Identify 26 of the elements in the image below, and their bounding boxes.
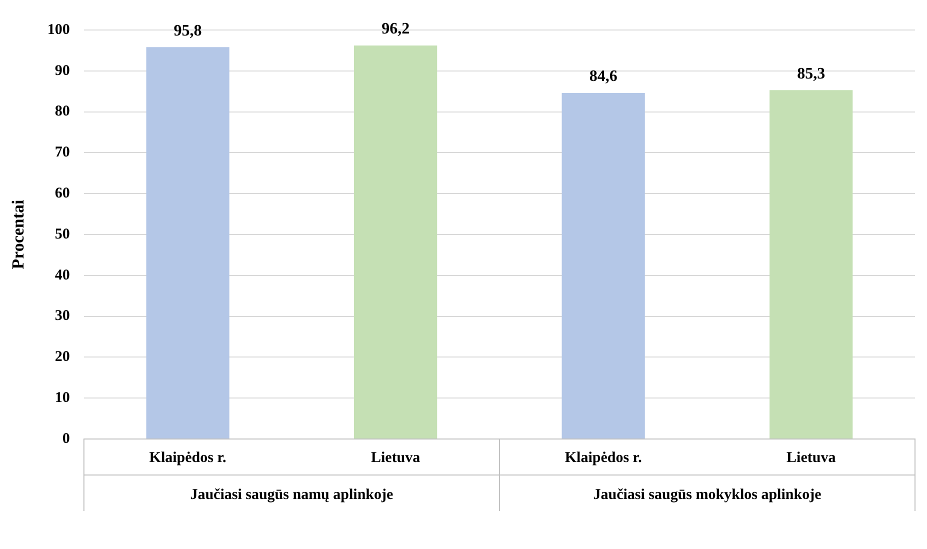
data-label: 95,8 (174, 22, 202, 40)
bar (770, 90, 853, 438)
y-tick-label: 50 (54, 226, 70, 242)
text: Jaučiasi saugūs namų aplinkoje (190, 486, 394, 503)
bar (562, 92, 645, 438)
data-label: 96,2 (382, 20, 410, 38)
y-tick-label: 70 (54, 144, 70, 161)
y-tick-label: 100 (47, 22, 70, 38)
y-axis-title: Procentai (8, 199, 28, 270)
y-tick-label: 40 (54, 267, 70, 284)
text: Jaučiasi saugūs mokyklos aplinkoje (593, 486, 822, 503)
y-tick-label: 60 (54, 185, 70, 202)
x-tick-label: Lietuva (786, 450, 836, 466)
y-tick-label: 90 (54, 62, 70, 79)
y-tick-label: 20 (54, 349, 70, 366)
y-tick-label: 0 (62, 430, 70, 447)
y-tick-label: 80 (54, 104, 70, 120)
x-tick-label: Klaipėdos r. (149, 450, 227, 466)
bar (146, 47, 230, 438)
x-tick-label: Lietuva (370, 450, 421, 466)
y-tick-label: 30 (54, 308, 70, 324)
bar (354, 46, 438, 438)
x-tick-label: Klaipėdos r. (564, 450, 642, 466)
data-label: 85,3 (797, 65, 826, 82)
y-tick-label: 10 (54, 390, 70, 406)
data-label: 84,6 (589, 68, 618, 86)
